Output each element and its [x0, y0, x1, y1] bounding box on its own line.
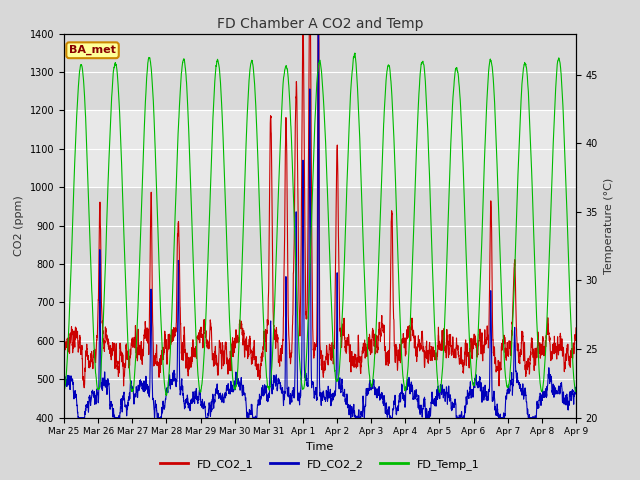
Bar — [64, 187, 576, 264]
Y-axis label: CO2 (ppm): CO2 (ppm) — [14, 195, 24, 256]
Bar — [64, 34, 576, 110]
Legend: FD_CO2_1, FD_CO2_2, FD_Temp_1: FD_CO2_1, FD_CO2_2, FD_Temp_1 — [156, 455, 484, 474]
X-axis label: Time: Time — [307, 442, 333, 452]
Y-axis label: Temperature (°C): Temperature (°C) — [604, 178, 614, 274]
Text: BA_met: BA_met — [69, 45, 116, 55]
Bar — [64, 341, 576, 418]
Title: FD Chamber A CO2 and Temp: FD Chamber A CO2 and Temp — [217, 17, 423, 31]
